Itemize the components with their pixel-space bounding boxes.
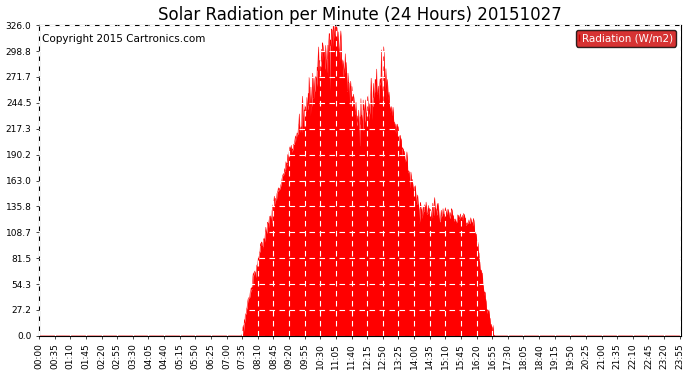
Text: Copyright 2015 Cartronics.com: Copyright 2015 Cartronics.com xyxy=(42,34,206,44)
Title: Solar Radiation per Minute (24 Hours) 20151027: Solar Radiation per Minute (24 Hours) 20… xyxy=(159,6,562,24)
Legend: Radiation (W/m2): Radiation (W/m2) xyxy=(575,30,676,46)
